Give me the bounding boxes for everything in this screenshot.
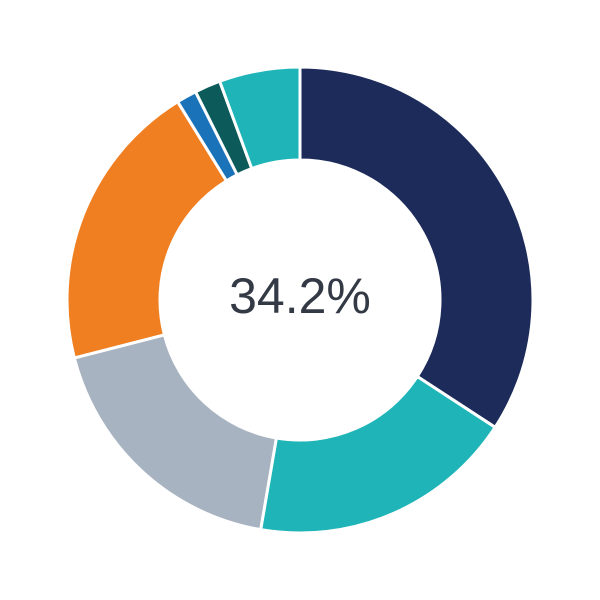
slices — [65, 65, 535, 535]
donut-slice — [72, 332, 279, 532]
donut-slice — [258, 374, 498, 535]
donut-slice — [217, 65, 302, 171]
donut-slice — [298, 65, 535, 430]
center-label: 34.2% — [229, 268, 371, 324]
donut-slice — [65, 99, 229, 360]
